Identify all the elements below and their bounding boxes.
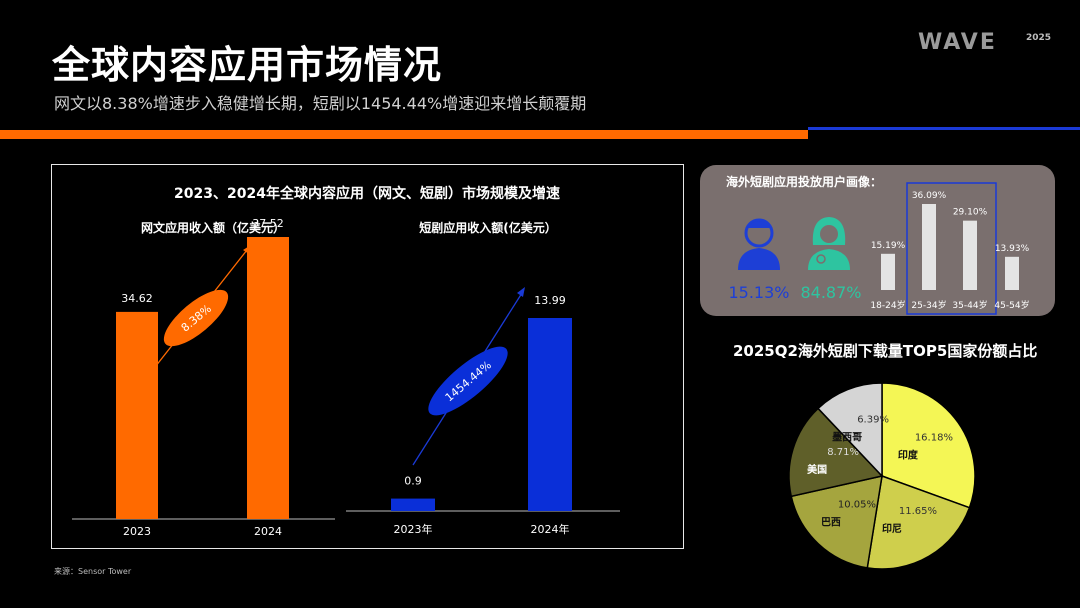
pie-name-label-0: 印度: [898, 449, 919, 462]
pie-value-label-2: 10.05%: [838, 499, 876, 510]
male-user-icon: [738, 218, 780, 270]
web-novel-growth-badge: [163, 289, 229, 347]
web-novel-chart-subtitle: 网文应用收入额（亿美元）: [141, 220, 285, 235]
age-bar-0: [881, 253, 895, 290]
age-category-1: 25-34岁: [911, 299, 946, 311]
short-drama-value-label-0: 0.9: [404, 475, 422, 488]
pie-name-label-2: 巴西: [821, 516, 841, 528]
pie-slice-4: [817, 382, 883, 478]
age-value-label-3: 13.93%: [995, 244, 1030, 254]
web-novel-category-1: 2024: [254, 525, 282, 538]
age-bar-3: [1005, 256, 1019, 290]
source-note: 来源：Sensor Tower: [54, 567, 132, 576]
pie-slice-1: [866, 474, 971, 570]
female-share-label: 84.87%: [800, 283, 861, 302]
short-drama-category-1: 2024年: [531, 522, 570, 536]
logo-year: 2025: [1026, 33, 1051, 43]
page-title: 全球内容应用市场情况: [52, 43, 443, 87]
pie-value-label-3: 8.71%: [827, 447, 859, 458]
age-value-label-2: 29.10%: [953, 208, 988, 218]
pie-chart-title: 2025Q2海外短剧下载量TOP5国家份额占比: [733, 342, 1038, 360]
short-drama-category-0: 2023年: [394, 522, 433, 536]
male-share-label: 15.13%: [728, 283, 789, 302]
pie-slice-2: [790, 475, 883, 569]
pie-slice-3: [788, 407, 884, 498]
web-novel-value-label-0: 34.62: [121, 292, 153, 305]
female-user-icon: [808, 217, 850, 270]
age-bar-2: [963, 220, 977, 290]
short-drama-bar-1: [528, 318, 572, 511]
market-size-panel: [51, 164, 684, 549]
persona-title: 海外短剧应用投放用户画像：: [726, 174, 882, 189]
age-bar-1: [922, 204, 936, 290]
pie-name-label-3: 美国: [807, 463, 827, 476]
short-drama-bar-0: [391, 498, 435, 511]
web-novel-category-0: 2023: [123, 525, 151, 538]
web-novel-bar-1: [247, 237, 289, 519]
short-drama-value-label-1: 13.99: [534, 294, 566, 307]
pie-slice-0: [881, 382, 976, 509]
short-drama-growth-badge: [428, 346, 508, 416]
short-drama-arrow-head: [517, 287, 525, 297]
age-category-0: 18-24岁: [870, 299, 905, 311]
age-value-label-1: 36.09%: [912, 191, 947, 201]
pie-value-label-0: 16.18%: [915, 433, 953, 444]
wave-logo: WAVE 2025: [918, 30, 1051, 54]
age-value-label-0: 15.19%: [871, 241, 906, 251]
web-novel-value-label-1: 37.52: [252, 217, 284, 230]
market-chart-title: 2023、2024年全球内容应用（网文、短剧）市场规模及增速: [174, 185, 560, 202]
pie-name-label-4: 墨西哥: [832, 431, 862, 443]
pie-value-label-1: 11.65%: [899, 506, 937, 517]
web-novel-bar-0: [116, 311, 158, 519]
short-drama-chart-subtitle: 短剧应用收入额(亿美元）: [419, 220, 557, 235]
blue-divider: [808, 127, 1080, 130]
age-highlight-box: [906, 182, 997, 315]
pie-name-label-1: 印尼: [882, 523, 902, 535]
web-novel-arrow-head: [243, 245, 251, 254]
logo-text: WAVE: [918, 30, 997, 54]
page-subtitle: 网文以8.38%增速步入稳健增长期，短剧以1454.44%增速迎来增长颠覆期: [54, 94, 587, 113]
age-category-3: 45-54岁: [994, 299, 1029, 311]
orange-divider: [0, 130, 808, 139]
age-category-2: 35-44岁: [952, 299, 987, 311]
pie-value-label-4: 6.39%: [857, 414, 889, 425]
